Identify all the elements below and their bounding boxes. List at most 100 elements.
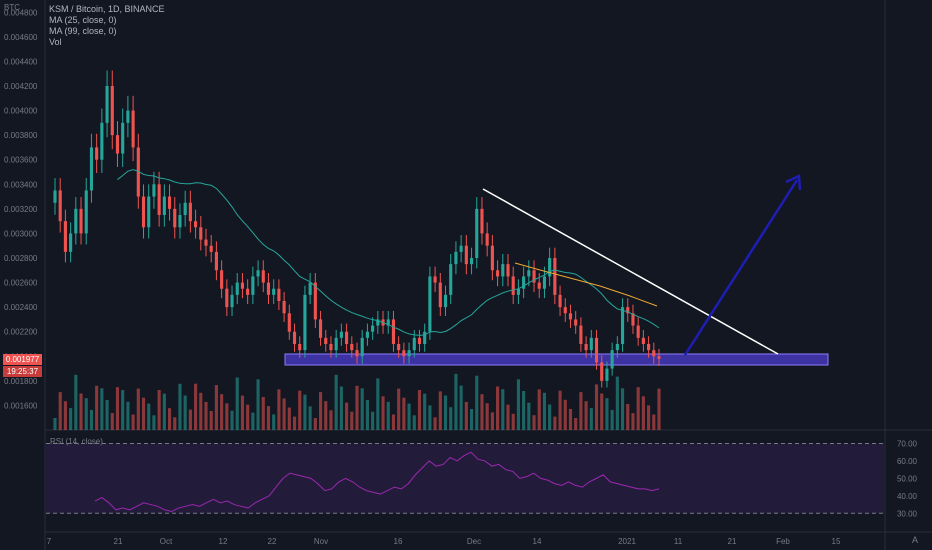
candle-body xyxy=(516,288,520,295)
candle-body xyxy=(652,350,656,357)
last-price-tag: 0.001977 xyxy=(3,354,42,365)
volume-bar xyxy=(292,416,297,430)
time-tick-label: 15 xyxy=(832,537,841,546)
candle-body xyxy=(647,344,651,351)
volume-bar xyxy=(605,398,609,430)
volume-bar xyxy=(376,378,380,430)
volume-bar xyxy=(397,388,401,430)
volume-bar xyxy=(194,383,198,430)
volume-bar xyxy=(371,411,375,430)
volume-bar xyxy=(579,392,583,430)
volume-bar xyxy=(141,397,146,430)
candle-body xyxy=(303,294,307,351)
candle-body xyxy=(548,258,552,277)
candle-body xyxy=(334,337,338,351)
volume-bar xyxy=(126,401,130,430)
volume-bar xyxy=(324,401,328,430)
rsi-tick-label: 50.00 xyxy=(897,474,918,483)
volume-bar xyxy=(475,375,479,430)
volume-bar xyxy=(287,407,291,430)
volume-bar xyxy=(532,415,536,430)
candle-body xyxy=(167,196,172,209)
volume-bar xyxy=(313,418,317,430)
volume-bar xyxy=(214,385,218,430)
volume-bar xyxy=(584,401,588,430)
volume-bar xyxy=(69,408,73,430)
volume-bar xyxy=(423,393,427,430)
candle-body xyxy=(188,202,192,222)
countdown-tag: 19:25:37 xyxy=(3,366,42,377)
candle-body xyxy=(600,362,604,381)
candle-body xyxy=(110,86,114,136)
candle-body xyxy=(433,276,437,283)
candle-body xyxy=(501,264,505,277)
volume-bar xyxy=(620,388,625,430)
volume-legend[interactable]: Vol xyxy=(49,37,62,47)
candle-body xyxy=(345,331,349,344)
volume-bar xyxy=(204,401,208,430)
volume-bar xyxy=(563,399,567,430)
volume-bar xyxy=(110,413,114,430)
volume-bar xyxy=(157,390,161,430)
candle-body xyxy=(428,276,432,332)
symbol-title[interactable]: KSM / Bitcoin, 1D, BINANCE xyxy=(49,4,165,14)
volume-bar xyxy=(183,395,187,430)
candle-body xyxy=(360,337,364,357)
volume-bar xyxy=(303,394,307,430)
volume-bar xyxy=(162,393,166,430)
candle-body xyxy=(553,258,557,295)
candle-body xyxy=(131,110,135,148)
candle-body xyxy=(89,147,94,191)
price-tick-label: 0.004200 xyxy=(4,82,38,91)
volume-bar xyxy=(345,402,349,430)
volume-bar xyxy=(496,386,500,430)
volume-bar xyxy=(610,409,614,430)
volume-bar xyxy=(589,408,593,430)
candle-body xyxy=(324,337,328,344)
volume-bar xyxy=(527,402,531,430)
volume-bar xyxy=(631,413,635,430)
volume-bar xyxy=(626,404,630,430)
candle-body xyxy=(157,184,161,215)
candle-body xyxy=(256,270,260,277)
candle-body xyxy=(584,344,588,351)
rsi-band xyxy=(46,443,884,514)
volume-bar xyxy=(53,418,57,430)
ma99-line xyxy=(514,262,658,307)
candle-body xyxy=(579,325,583,344)
projection-arrow-shaft xyxy=(683,179,799,356)
volume-bar xyxy=(641,396,645,430)
candle-body xyxy=(355,350,359,357)
candle-body xyxy=(74,208,78,234)
time-tick-label: Oct xyxy=(160,537,173,546)
volume-bar xyxy=(516,379,520,430)
volume-bar xyxy=(647,405,651,430)
volume-bar xyxy=(178,383,182,430)
volume-bar xyxy=(298,390,302,430)
candle-body xyxy=(475,208,479,258)
volume-bar xyxy=(188,409,192,430)
volume-bar xyxy=(417,390,422,430)
candle-body xyxy=(365,331,369,338)
auto-scale-button[interactable]: A xyxy=(912,535,919,545)
volume-bar xyxy=(131,414,135,430)
rsi-tick-label: 70.00 xyxy=(897,439,918,448)
time-tick-label: Dec xyxy=(467,537,481,546)
time-tick-label: 22 xyxy=(268,537,277,546)
volume-bar xyxy=(209,411,213,430)
candle-body xyxy=(194,221,198,228)
ma99-legend[interactable]: MA (99, close, 0) xyxy=(49,26,117,36)
ma25-legend[interactable]: MA (25, close, 0) xyxy=(49,15,117,25)
volume-bar xyxy=(522,391,526,430)
candle-body xyxy=(173,208,177,228)
volume-bar xyxy=(537,389,541,430)
rsi-legend[interactable]: RSI (14, close) xyxy=(50,437,103,446)
candle-body xyxy=(522,276,526,289)
candle-body xyxy=(511,276,515,295)
candle-body xyxy=(115,135,120,154)
candle-body xyxy=(204,239,208,246)
candle-body xyxy=(657,356,661,359)
candle-body xyxy=(443,294,448,308)
